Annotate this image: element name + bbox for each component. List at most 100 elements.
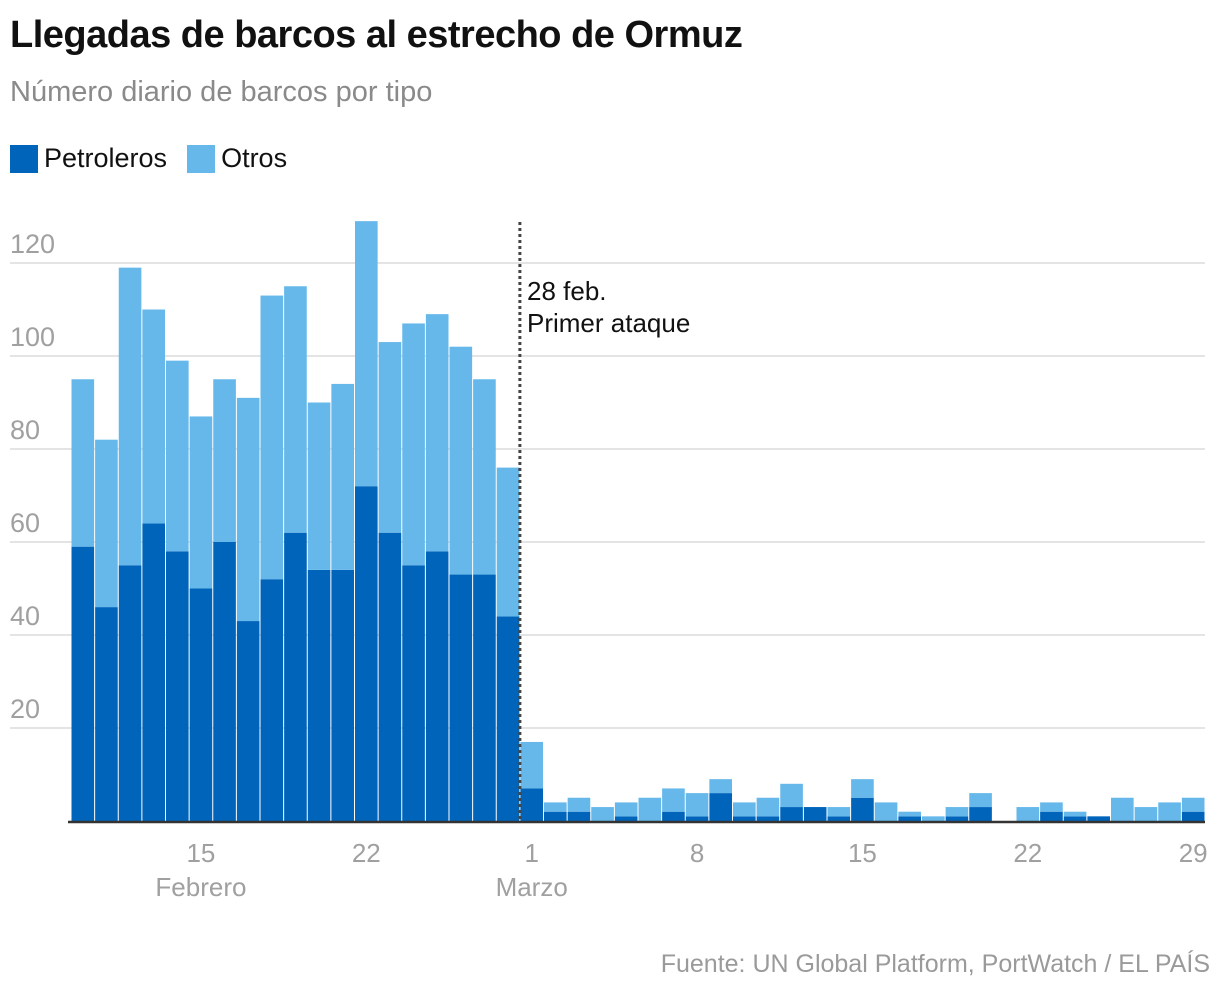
- bar-otros: [142, 309, 165, 524]
- bar-petroleros: [1181, 811, 1205, 821]
- legend-item-petroleros: Petroleros: [10, 143, 167, 174]
- bar-otros: [638, 797, 662, 821]
- bar-petroleros: [166, 551, 189, 821]
- bar-otros: [378, 342, 402, 533]
- bar-otros: [922, 816, 945, 821]
- legend-item-otros: Otros: [187, 143, 287, 174]
- bar-otros: [307, 402, 331, 570]
- bar-otros: [591, 807, 614, 821]
- bar-petroleros: [614, 816, 638, 821]
- bar-petroleros: [71, 546, 95, 821]
- bar-petroleros: [496, 616, 520, 821]
- bar-otros: [520, 741, 543, 789]
- bar-otros: [425, 314, 449, 552]
- x-tick-label: 1: [524, 838, 538, 868]
- bar-otros: [496, 467, 520, 617]
- x-month-label: Marzo: [496, 872, 568, 902]
- bar-otros: [614, 802, 638, 817]
- bar-petroleros: [780, 807, 803, 821]
- bar-petroleros: [1040, 811, 1063, 821]
- bar-otros: [945, 807, 969, 817]
- bar-otros: [874, 802, 898, 821]
- bar-petroleros: [662, 811, 685, 821]
- x-tick-label: 8: [690, 838, 704, 868]
- bar-petroleros: [756, 816, 780, 821]
- bar-petroleros: [803, 807, 827, 821]
- bar-otros: [1111, 797, 1134, 821]
- y-tick-label: 20: [10, 694, 40, 724]
- bar-petroleros: [425, 551, 449, 821]
- y-tick-label: 40: [10, 601, 40, 631]
- bar-otros: [189, 416, 213, 589]
- bar-otros: [449, 346, 473, 575]
- x-tick-label: 22: [1013, 838, 1042, 868]
- legend-swatch-petroleros: [10, 144, 38, 173]
- bar-petroleros: [685, 816, 709, 821]
- bar-otros: [756, 797, 780, 817]
- bar-petroleros: [449, 574, 473, 821]
- bar-otros: [1040, 802, 1063, 812]
- bar-otros: [567, 797, 591, 812]
- chart-subtitle: Número diario de barcos por tipo: [10, 76, 433, 108]
- bar-otros: [118, 267, 142, 566]
- bar-otros: [733, 802, 756, 817]
- bar-petroleros: [567, 811, 591, 821]
- bar-otros: [284, 286, 307, 533]
- source-note: Fuente: UN Global Platform, PortWatch / …: [660, 950, 1210, 978]
- x-tick-label: 15: [186, 838, 215, 868]
- bar-otros: [71, 379, 95, 547]
- bar-otros: [1016, 807, 1040, 821]
- bar-otros: [898, 811, 921, 817]
- bar-petroleros: [709, 793, 732, 821]
- bar-otros: [1063, 811, 1087, 817]
- bar-otros: [780, 783, 803, 808]
- legend-label: Petroleros: [44, 143, 168, 173]
- bar-petroleros: [284, 532, 307, 821]
- bar-petroleros: [473, 574, 496, 821]
- bar-petroleros: [898, 816, 921, 821]
- bar-petroleros: [969, 807, 992, 821]
- y-tick-label: 100: [10, 322, 55, 352]
- bar-otros: [95, 439, 118, 608]
- bar-petroleros: [520, 788, 543, 821]
- bar-otros: [331, 383, 354, 570]
- bar-petroleros: [236, 621, 260, 821]
- bar-otros: [544, 802, 567, 812]
- bar-otros: [851, 779, 874, 798]
- bar-otros: [709, 779, 732, 794]
- bar-petroleros: [213, 542, 236, 821]
- x-tick-label: 15: [848, 838, 877, 868]
- bar-petroleros: [118, 565, 142, 821]
- bar-petroleros: [827, 816, 851, 821]
- bar-petroleros: [307, 569, 331, 821]
- y-tick-label: 80: [10, 415, 40, 445]
- bar-petroleros: [851, 797, 874, 821]
- bar-petroleros: [355, 486, 378, 821]
- bar-petroleros: [733, 816, 756, 821]
- annotation-text: Primer ataque: [527, 308, 690, 338]
- bar-otros: [166, 360, 189, 552]
- bar-otros: [662, 788, 685, 812]
- bar-otros: [969, 793, 992, 808]
- bar-petroleros: [1087, 816, 1110, 821]
- bar-petroleros: [378, 532, 402, 821]
- bar-petroleros: [95, 607, 118, 821]
- bar-otros: [685, 793, 709, 817]
- x-tick-label: 22: [352, 838, 381, 868]
- bar-otros: [1134, 807, 1158, 821]
- bar-petroleros: [142, 523, 165, 821]
- bar-otros: [355, 221, 378, 487]
- chart-title: Llegadas de barcos al estrecho de Ormuz: [10, 14, 743, 56]
- bar-petroleros: [331, 569, 354, 821]
- bar-otros: [1158, 802, 1181, 821]
- annotation-text: 28 feb.: [527, 276, 607, 306]
- bar-otros: [260, 295, 284, 580]
- bar-otros: [213, 379, 236, 542]
- x-month-label: Febrero: [155, 872, 246, 902]
- legend-label: Otros: [221, 143, 288, 173]
- y-tick-label: 120: [10, 229, 55, 259]
- bar-otros: [473, 379, 496, 575]
- bar-petroleros: [945, 816, 969, 821]
- bar-petroleros: [544, 811, 567, 821]
